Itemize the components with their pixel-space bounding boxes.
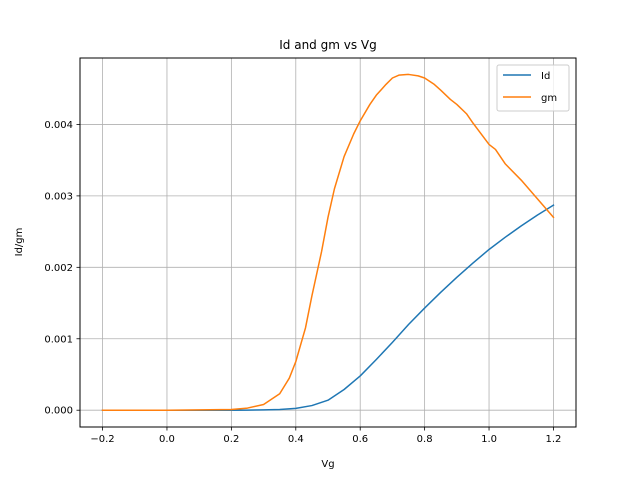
series-line-id	[101, 204, 555, 411]
x-tick-label: 0.8	[417, 434, 433, 445]
plot-frame	[79, 57, 577, 428]
y-tick-label: 0.000	[44, 406, 73, 417]
x-tick-label: 0.6	[352, 434, 368, 445]
series-layer	[101, 73, 555, 411]
y-tick-label: 0.001	[44, 334, 73, 345]
legend-label-id: Id	[541, 71, 550, 82]
x-tick-label: 1.2	[546, 434, 562, 445]
chart-title: Id and gm vs Vg	[279, 38, 376, 52]
series-line-gm	[101, 73, 555, 411]
legend: Id gm	[496, 64, 570, 112]
ticks: −0.2 0.0 0.2 0.4 0.6 0.8 1.0 1.2 0.000 0.001 0.002…	[44, 120, 561, 445]
y-tick-label: 0.003	[44, 191, 73, 202]
x-tick-label: 0.0	[159, 434, 175, 445]
y-tick-label: 0.002	[44, 263, 73, 274]
x-tick-label: 1.0	[481, 434, 497, 445]
x-tick-label: 0.4	[288, 434, 304, 445]
legend-label-gm: gm	[541, 93, 557, 104]
legend-box	[496, 64, 570, 112]
x-tick-label: 0.2	[223, 434, 239, 445]
x-axis-label: Vg	[321, 459, 334, 470]
y-tick-label: 0.004	[44, 120, 73, 131]
y-axis-label: Id/gm	[14, 228, 25, 257]
x-tick-label: −0.2	[90, 434, 114, 445]
